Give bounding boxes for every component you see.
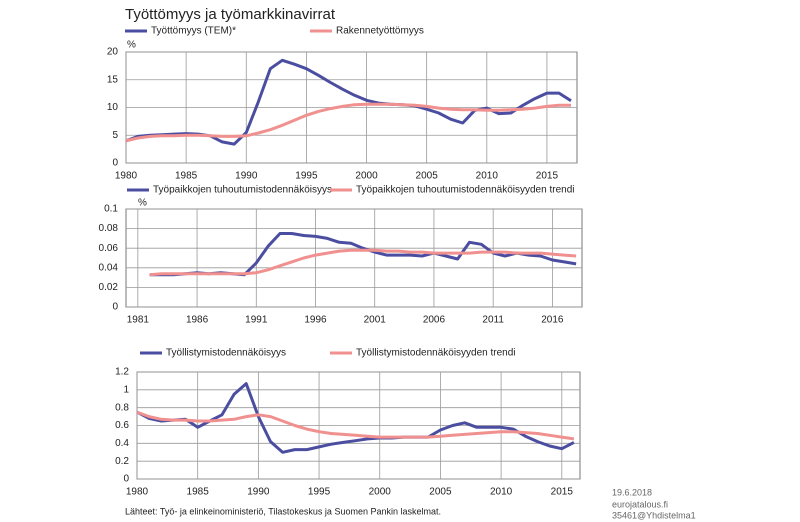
y-unit: %	[138, 198, 147, 209]
page-title: Työttömyys ja työmarkkinavirrat	[125, 6, 336, 23]
plot-frame	[125, 208, 583, 308]
legend-label: Rakennetyöttömyys	[336, 26, 424, 37]
footer-code: 35461@Yhdistelma1	[612, 510, 696, 520]
x-tick-label: 2011	[482, 315, 504, 326]
series-line	[149, 248, 577, 277]
y-tick-label: 0	[123, 474, 129, 485]
x-tick-label: 1990	[247, 487, 270, 498]
y-tick-label: 0	[112, 302, 118, 313]
y-tick-label: 0.08	[99, 223, 119, 234]
x-tick-label: 1995	[308, 487, 331, 498]
y-tick-label: 0.8	[115, 402, 129, 413]
x-tick-label: 1985	[175, 171, 198, 182]
y-unit: %	[127, 40, 136, 51]
y-tick-label: 0.06	[99, 243, 119, 254]
footer-site: eurojatalous.fi	[612, 499, 668, 509]
x-tick-label: 1986	[186, 315, 209, 326]
x-tick-label: 1980	[115, 171, 138, 182]
footer-date: 19.6.2018	[612, 487, 652, 497]
series-line	[125, 58, 572, 146]
x-tick-label: 2000	[355, 171, 378, 182]
x-tick-label: 2005	[416, 171, 439, 182]
y-tick-label: 20	[107, 47, 119, 58]
y-tick-label: 1.2	[115, 367, 129, 378]
legend-label: Työpaikkojen tuhoutumistodennäköisyys	[153, 185, 332, 196]
x-tick-label: 2015	[551, 487, 574, 498]
series-line	[136, 410, 575, 441]
x-tick-label: 2005	[429, 487, 452, 498]
x-tick-label: 2006	[423, 315, 446, 326]
legend-label: Työllistymistodennäköisyys	[166, 348, 286, 359]
series-line	[136, 382, 575, 454]
legend-label: Työpaikkojen tuhoutumistodennäköisyyden …	[356, 185, 574, 196]
x-tick-label: 1985	[187, 487, 210, 498]
x-tick-label: 1991	[245, 315, 268, 326]
x-tick-label: 2016	[541, 315, 564, 326]
y-tick-label: 0.02	[99, 282, 119, 293]
x-tick-label: 2001	[364, 315, 387, 326]
legend-label: Työllistymistodennäköisyyden trendi	[356, 348, 516, 359]
x-tick-label: 2000	[369, 487, 392, 498]
y-tick-label: 1	[123, 384, 129, 395]
legend-label: Työttömyys (TEM)*	[151, 26, 236, 37]
y-tick-label: 0.04	[99, 262, 119, 273]
x-tick-label: 1995	[295, 171, 318, 182]
y-tick-label: 0.6	[115, 420, 129, 431]
x-tick-label: 2015	[536, 171, 559, 182]
x-tick-label: 2010	[490, 487, 513, 498]
source-note: Lähteet: Työ- ja elinkeinoministeriö, Ti…	[125, 506, 441, 516]
y-tick-label: 5	[112, 130, 118, 141]
y-tick-label: 0	[112, 158, 118, 169]
y-tick-label: 0.4	[115, 438, 129, 449]
y-tick-label: 15	[107, 74, 119, 85]
x-tick-label: 1996	[304, 315, 327, 326]
x-tick-label: 2010	[476, 171, 499, 182]
series-line	[125, 102, 571, 143]
x-tick-label: 1980	[126, 487, 149, 498]
x-tick-label: 1981	[127, 315, 150, 326]
x-tick-label: 1990	[235, 171, 258, 182]
y-tick-label: 0.1	[104, 204, 118, 215]
y-tick-label: 0.2	[115, 456, 129, 467]
y-tick-label: 10	[107, 102, 119, 113]
